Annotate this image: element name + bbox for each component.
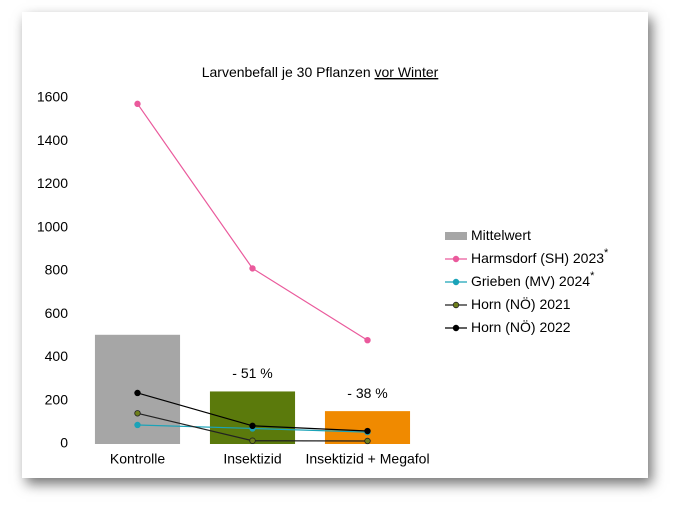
series-line [137, 103, 368, 341]
series-marker [249, 437, 256, 444]
legend-label: Horn (NÖ) 2022 [471, 318, 571, 335]
x-tick-label: Insektizid [223, 451, 281, 467]
x-tick-label: Kontrolle [110, 451, 165, 467]
title-underlined: vor Winter [375, 64, 439, 80]
y-tick-label: 200 [45, 391, 69, 407]
series-marker [364, 437, 371, 445]
y-tick-label: 1400 [37, 132, 68, 148]
series-marker [249, 422, 256, 430]
series-marker [364, 337, 371, 344]
y-tick-label: 1000 [37, 218, 68, 234]
legend-label: Harmsdorf (SH) 2023* [471, 247, 609, 266]
series-marker [134, 421, 141, 429]
y-tick-label: 400 [45, 348, 69, 364]
legend-label: Grieben (MV) 2024* [471, 270, 595, 289]
series-marker [249, 265, 256, 272]
title-main: Larvenbefall je 30 Pflanzen [202, 64, 371, 80]
legend-marker [452, 324, 460, 332]
legend-swatch [445, 232, 467, 240]
legend-note: * [590, 270, 595, 282]
series-marker [134, 410, 141, 417]
bar-annotation: - 51 % [232, 365, 272, 381]
legend-name: Mittelwert [471, 227, 531, 243]
legend-marker [452, 301, 460, 309]
legend-name: Harmsdorf (SH) 2023 [471, 250, 604, 266]
y-tick-label: 800 [45, 262, 69, 278]
chart-title: Larvenbefall je 30 Pflanzen vor Winter [202, 64, 439, 80]
legend-label: Mittelwert [471, 227, 531, 243]
legend-note: * [604, 247, 609, 259]
legend-marker [452, 278, 460, 286]
y-tick-label: 1600 [37, 89, 68, 105]
y-tick-label: 0 [60, 435, 68, 451]
legend-name: Horn (NÖ) 2021 [471, 295, 571, 312]
y-tick-label: 1200 [37, 175, 68, 191]
legend-marker [452, 255, 460, 263]
x-tick-label: Insektizid + Megafol [305, 451, 429, 467]
bar-annotation: - 38 % [347, 385, 387, 401]
series-marker [364, 427, 371, 435]
legend-name: Grieben (MV) 2024 [471, 273, 590, 289]
legend-label: Horn (NÖ) 2021 [471, 295, 571, 312]
legend-name: Horn (NÖ) 2022 [471, 318, 571, 335]
series-marker [134, 389, 141, 397]
y-tick-label: 600 [45, 305, 69, 321]
series-marker [134, 100, 141, 108]
